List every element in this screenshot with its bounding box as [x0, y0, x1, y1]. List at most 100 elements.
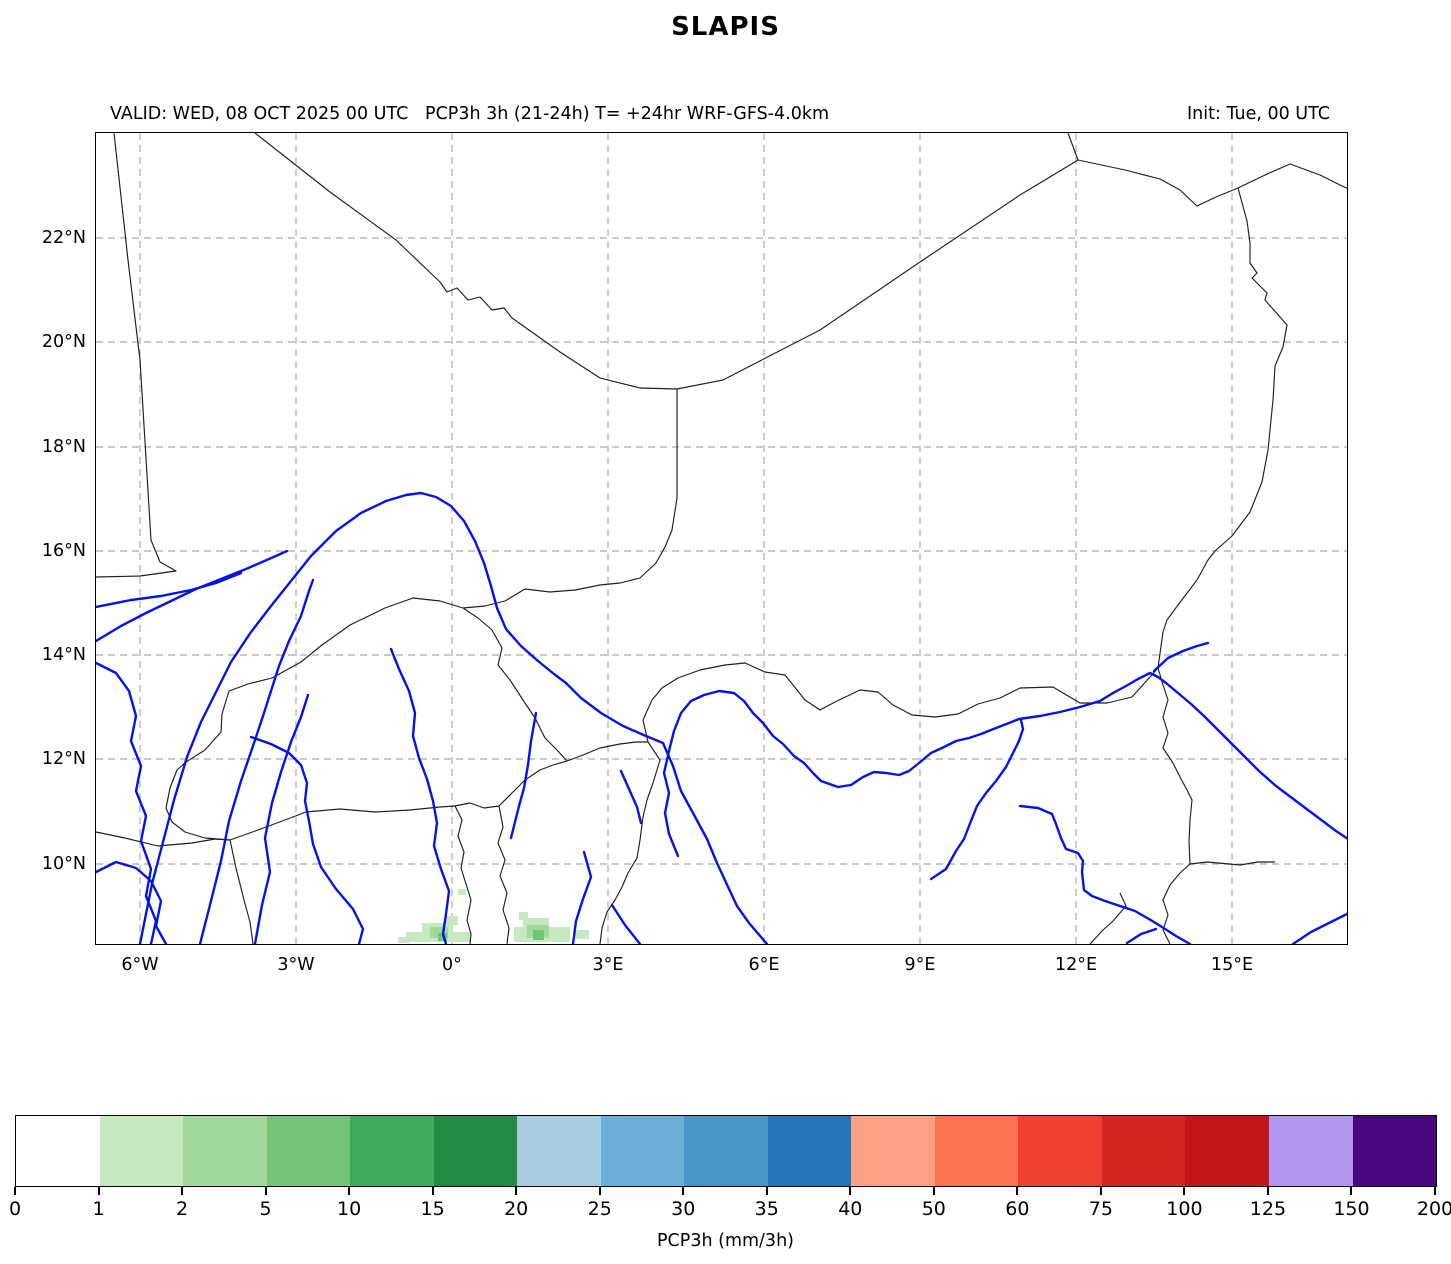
river	[198, 578, 315, 944]
colorbar-level-label: 0	[8, 1198, 22, 1220]
lat-tick-label: 20°N	[41, 332, 86, 352]
precip-patch	[446, 916, 458, 925]
country-border	[1237, 163, 1347, 189]
colorbar-level-label: 50	[921, 1198, 946, 1220]
country-border	[462, 389, 678, 609]
precip-patch	[458, 889, 466, 895]
river	[1291, 912, 1347, 944]
river	[662, 671, 1347, 858]
country-border	[599, 741, 661, 944]
precip-patch	[519, 912, 528, 920]
country-border	[676, 133, 1079, 390]
colorbar-segment	[934, 1116, 1019, 1186]
country-border	[454, 802, 510, 944]
lon-tick-label: 0°	[442, 955, 462, 975]
colorbar-segment	[851, 1116, 935, 1186]
colorbar-segment	[684, 1116, 768, 1186]
colorbar	[15, 1115, 1437, 1187]
lon-tick-label: 12°E	[1054, 955, 1098, 975]
precip-patch	[430, 927, 448, 938]
country-border	[454, 805, 472, 944]
colorbar-tick	[515, 1187, 518, 1195]
valid-time-text: VALID: WED, 08 OCT 2025 00 UTC PCP3h 3h …	[110, 104, 830, 124]
colorbar-tick	[181, 1187, 184, 1195]
colorbar-tick	[1434, 1187, 1436, 1195]
country-border	[228, 597, 464, 692]
colorbar-level-label: 100	[1166, 1198, 1203, 1220]
colorbar-level-label: 30	[671, 1198, 696, 1220]
precip-patch	[438, 933, 447, 941]
colorbar-tick	[1183, 1187, 1186, 1195]
lat-tick-label: 10°N	[41, 854, 86, 874]
lat-tick-label: 16°N	[41, 541, 86, 561]
colorbar-tick	[97, 1187, 100, 1195]
precip-patch	[398, 937, 409, 943]
colorbar-segment	[266, 1116, 351, 1186]
country-border	[229, 805, 456, 841]
river	[1018, 804, 1192, 944]
river	[1152, 641, 1210, 673]
country-border	[165, 690, 231, 841]
colorbar-segment	[1101, 1116, 1186, 1186]
colorbar-level-label: 150	[1333, 1198, 1370, 1220]
country-border	[254, 133, 678, 390]
colorbar-segment	[350, 1116, 434, 1186]
country-border	[498, 760, 568, 807]
colorbar-segment	[1268, 1116, 1353, 1186]
map-svg	[96, 133, 1347, 944]
lon-tick-label: 3°E	[592, 955, 624, 975]
lat-tick-label: 22°N	[41, 228, 86, 248]
colorbar-segment	[99, 1116, 184, 1186]
river	[1125, 927, 1158, 944]
lat-tick-label: 12°N	[41, 749, 86, 769]
river	[509, 711, 538, 840]
river	[389, 647, 451, 944]
river	[249, 735, 365, 944]
colorbar-segment	[1185, 1116, 1269, 1186]
colorbar-segment	[433, 1116, 518, 1186]
river	[929, 718, 1025, 881]
river	[96, 571, 243, 609]
colorbar-tick	[14, 1187, 16, 1195]
precip-patch	[523, 918, 549, 929]
colorbar-segment	[767, 1116, 852, 1186]
colorbar-level-label: 35	[754, 1198, 779, 1220]
colorbar-tick	[431, 1187, 434, 1195]
country-border	[96, 133, 177, 578]
precip-patch	[574, 930, 589, 939]
country-border	[1189, 861, 1275, 866]
colorbar-segment	[1018, 1116, 1102, 1186]
lon-tick-label: 3°W	[277, 955, 315, 975]
colorbar-tick	[682, 1187, 685, 1195]
map-area	[95, 132, 1348, 945]
river	[96, 661, 158, 944]
colorbar-segment	[517, 1116, 601, 1186]
country-border	[1089, 892, 1127, 944]
colorbar-tick	[1350, 1187, 1353, 1195]
lat-tick-label: 18°N	[41, 437, 86, 457]
lon-tick-label: 6°W	[121, 955, 159, 975]
colorbar-segment	[600, 1116, 685, 1186]
colorbar-level-label: 1	[92, 1198, 105, 1220]
river	[571, 850, 593, 944]
colorbar-level-label: 125	[1249, 1198, 1287, 1220]
colorbar-tick	[849, 1187, 852, 1195]
colorbar-segment	[16, 1116, 100, 1186]
country-border	[96, 831, 231, 847]
colorbar-level-label: 60	[1005, 1198, 1030, 1220]
country-border	[642, 662, 1159, 743]
colorbar-level-label: 20	[504, 1198, 529, 1220]
lon-tick-label: 15°E	[1210, 955, 1254, 975]
country-border	[566, 741, 648, 762]
precip-patch	[533, 930, 544, 940]
river	[619, 769, 643, 825]
colorbar-level-label: 5	[259, 1198, 272, 1220]
colorbar-level-label: 40	[838, 1198, 863, 1220]
colorbar-tick	[1266, 1187, 1269, 1195]
colorbar-level-label: 200	[1416, 1198, 1451, 1220]
colorbar-level-label: 2	[176, 1198, 189, 1220]
colorbar-tick	[598, 1187, 601, 1195]
colorbar-axis-label: PCP3h (mm/3h)	[657, 1231, 794, 1251]
page-title: SLAPIS	[671, 12, 780, 42]
